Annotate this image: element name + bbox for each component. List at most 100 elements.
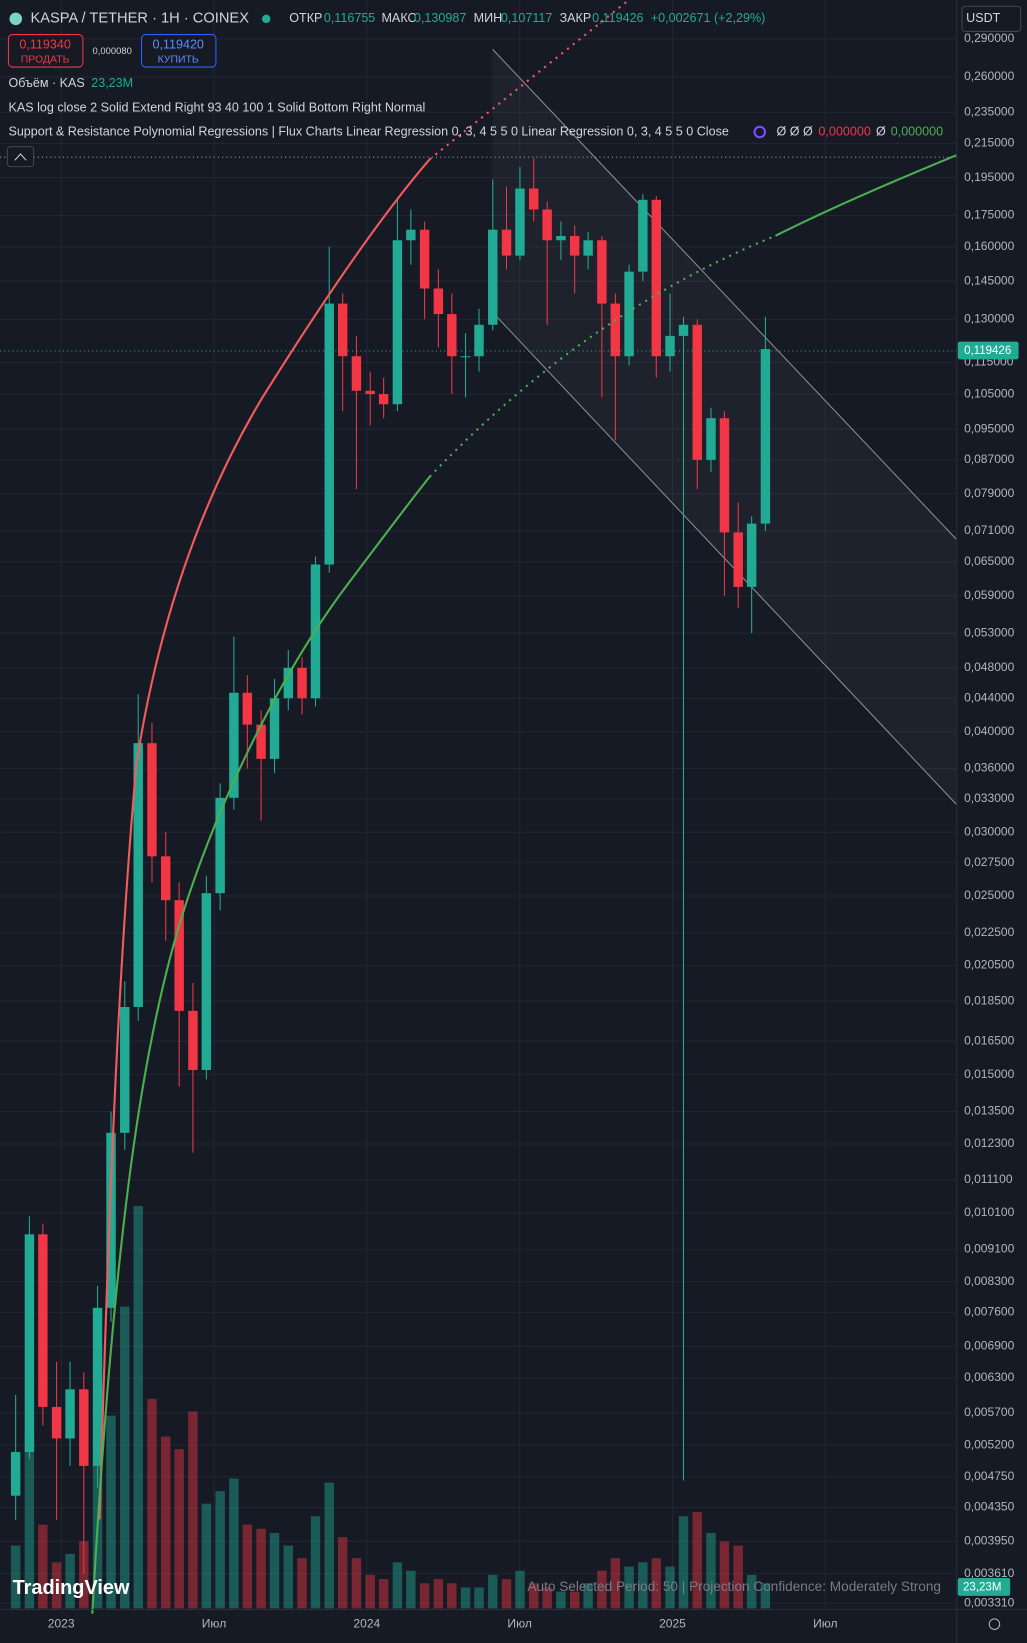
- volume-bar: [133, 1206, 143, 1609]
- candle-body: [297, 667, 307, 699]
- collapse-button[interactable]: [6, 146, 35, 168]
- symbol-logo: [9, 12, 23, 26]
- volume-bar: [283, 1545, 294, 1609]
- candle-body: [678, 324, 689, 336]
- volume-bar: [419, 1583, 430, 1609]
- candle-body: [515, 188, 525, 256]
- candle-body: [133, 743, 143, 1007]
- volume-bar: [51, 1562, 62, 1609]
- candle-body: [215, 797, 225, 894]
- volume-bar: [665, 1566, 675, 1609]
- y-tick-label: 0,071000: [964, 523, 1015, 537]
- candle-body: [106, 1132, 116, 1308]
- y-tick-label: 0,009100: [964, 1242, 1015, 1256]
- y-tick-label: 0,011100: [964, 1172, 1013, 1186]
- volume-bar: [692, 1512, 702, 1609]
- volume-bar: [460, 1587, 471, 1609]
- volume-bar: [447, 1583, 457, 1609]
- y-tick-label: 0,003950: [964, 1533, 1015, 1547]
- y-tick-label: 0,087000: [964, 452, 1015, 466]
- support-curve: [91, 476, 431, 1614]
- brand: TradingView: [13, 1577, 130, 1599]
- candle-body: [392, 240, 403, 405]
- candle-body: [229, 692, 239, 798]
- candle-body: [174, 900, 184, 1011]
- volume-bar: [161, 1436, 171, 1609]
- y-tick-label: 0,003610: [964, 1566, 1015, 1580]
- volume-bar: [556, 1591, 566, 1609]
- y-tick-label: 0,007600: [964, 1305, 1015, 1319]
- volume-bar: [406, 1570, 416, 1609]
- candle-body: [65, 1389, 75, 1439]
- candle-body: [746, 523, 757, 587]
- candle-body: [10, 1451, 21, 1496]
- volume-bar: [515, 1570, 525, 1609]
- volume-bar: [529, 1583, 539, 1609]
- collapse-icon: [14, 153, 27, 161]
- y-tick-label: 0,048000: [964, 660, 1015, 674]
- volume-bar: [65, 1553, 75, 1609]
- currency-button[interactable]: [961, 5, 1022, 32]
- candle-body: [665, 335, 675, 357]
- last-volume: 23,23M: [963, 1582, 1001, 1594]
- ohlc-label: ЗАКР: [560, 11, 592, 25]
- y-tick-label: 0,020500: [964, 958, 1015, 972]
- candle-body: [556, 235, 566, 241]
- candle-body: [529, 188, 539, 210]
- resistance-curve: [98, 158, 431, 1520]
- volume-bar: [719, 1541, 730, 1609]
- indicator-value: 0,000000: [818, 124, 870, 138]
- status-dot: [262, 14, 271, 24]
- candle-body: [460, 356, 471, 358]
- candle-body: [92, 1307, 103, 1466]
- volume-bar: [201, 1503, 212, 1609]
- indicator-name: KAS log close 2 Solid Extend Right 93 40…: [8, 100, 425, 114]
- candle-body: [624, 271, 634, 357]
- buy-button[interactable]: [140, 34, 217, 68]
- candle-body: [24, 1234, 35, 1452]
- currency: USDT: [966, 11, 1001, 25]
- volume-bar: [610, 1558, 621, 1609]
- y-tick-label: 0,130000: [964, 312, 1015, 326]
- symbol: KASPA / TETHER · 1H · COINEX: [30, 11, 249, 27]
- volume-bar: [583, 1583, 593, 1609]
- price-axis: [956, 0, 1027, 1643]
- candle-body: [337, 303, 348, 357]
- y-tick-label: 0,018500: [964, 993, 1015, 1007]
- volume-bar: [215, 1491, 225, 1609]
- x-tick-label: Июл: [813, 1616, 837, 1630]
- y-tick-label: 0,003310: [964, 1595, 1015, 1609]
- candle-body: [283, 667, 294, 699]
- volume-bar: [10, 1545, 21, 1609]
- candle-body: [733, 532, 743, 587]
- volume-bar: [120, 1306, 130, 1609]
- volume-bar: [392, 1562, 403, 1609]
- candle-body: [324, 303, 334, 565]
- volume-bar: [337, 1537, 348, 1609]
- last-price-tag: [957, 341, 1019, 360]
- change: +0,002671 (+2,29%): [651, 11, 766, 25]
- candle-body: [706, 418, 716, 460]
- x-tick-label: Июл: [507, 1616, 531, 1630]
- candle-body: [447, 314, 457, 357]
- sell-button[interactable]: [7, 34, 84, 68]
- candle-body: [256, 724, 266, 759]
- candle-body: [51, 1406, 62, 1439]
- candle-body: [351, 356, 362, 391]
- y-tick-label: 0,008300: [964, 1274, 1015, 1288]
- candle-body: [583, 240, 593, 256]
- volume-bar: [624, 1566, 634, 1609]
- volume-bar: [324, 1482, 334, 1609]
- settings-icon[interactable]: [988, 1618, 1001, 1630]
- y-tick-label: 0,195000: [964, 170, 1015, 184]
- ohlc-value: 0,119426: [592, 11, 643, 25]
- y-tick-label: 0,145000: [964, 273, 1015, 287]
- candle-body: [474, 324, 484, 357]
- candle-body: [597, 240, 607, 304]
- y-tick-label: 0,095000: [964, 421, 1015, 435]
- candle-body: [38, 1234, 48, 1407]
- ohlc-label: МАКС: [381, 11, 416, 25]
- candle-body: [419, 229, 430, 289]
